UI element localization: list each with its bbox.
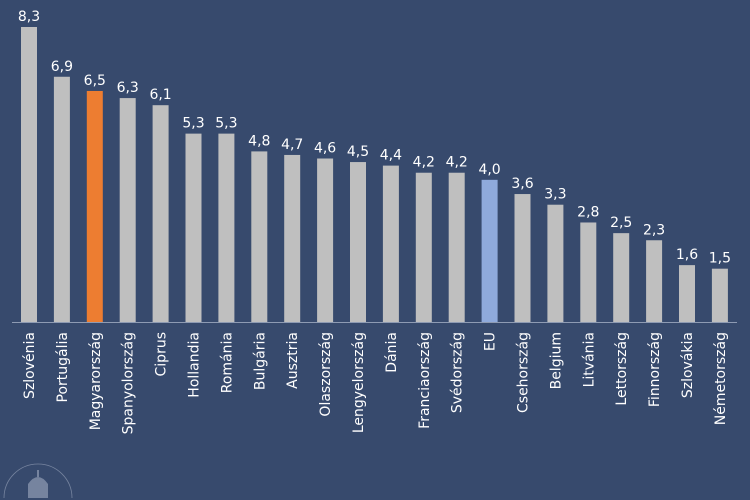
data-label: 6,5 — [84, 73, 106, 89]
data-label: 2,3 — [643, 222, 665, 238]
bar-finnország — [646, 240, 663, 322]
bar-belgium — [547, 204, 564, 322]
bar-ciprus — [152, 105, 169, 322]
category-label: Bulgária — [252, 332, 268, 390]
bar-dánia — [382, 165, 399, 322]
data-label: 6,9 — [51, 59, 73, 75]
data-label: 2,5 — [610, 215, 632, 231]
category-label: Spanyolország — [121, 332, 137, 434]
bar-eu — [481, 179, 498, 322]
bar-bulgária — [251, 151, 268, 322]
category-label: Ausztria — [285, 332, 301, 389]
bar-csehország — [514, 194, 531, 322]
category-label: Litvánia — [581, 332, 597, 387]
bar-lettország — [613, 233, 630, 322]
category-label: Hollandia — [187, 332, 203, 398]
data-label: 8,3 — [18, 9, 40, 25]
bar-franciaország — [415, 172, 432, 322]
category-label: Belgium — [548, 332, 564, 389]
category-label: Szlovákia — [680, 332, 696, 398]
category-label: Csehország — [516, 332, 532, 413]
category-label: Szlovénia — [22, 332, 38, 399]
category-label: Franciaország — [417, 332, 433, 429]
bar-portugália — [53, 76, 70, 322]
data-label: 4,2 — [413, 155, 435, 171]
bar-németország — [711, 268, 728, 322]
category-label: Lengyelország — [351, 332, 367, 433]
data-label: 2,8 — [577, 204, 599, 220]
bar-szlovákia — [679, 265, 695, 322]
data-label: 5,3 — [215, 116, 237, 132]
bar-lengyelország — [350, 162, 366, 322]
data-label: 4,0 — [478, 162, 500, 178]
bar-hollandia — [185, 133, 202, 322]
category-label: Németország — [713, 332, 729, 425]
category-label: Finnország — [647, 332, 663, 407]
data-label: 4,5 — [347, 144, 369, 160]
category-label: Románia — [219, 332, 235, 393]
data-label: 4,6 — [314, 141, 336, 157]
category-label: EU — [483, 332, 499, 351]
bar-spanyolország — [119, 98, 136, 322]
data-label: 3,6 — [511, 176, 533, 192]
category-label: Lettország — [614, 332, 630, 406]
data-label: 6,1 — [149, 87, 171, 103]
data-label: 4,8 — [248, 133, 270, 149]
data-label: 4,4 — [380, 148, 402, 164]
bar-szlovénia — [21, 27, 37, 322]
bar-litvánia — [580, 222, 597, 322]
data-label: 5,3 — [182, 116, 204, 132]
data-label: 1,5 — [709, 251, 731, 267]
bar-ausztria — [284, 154, 301, 322]
data-label: 3,3 — [544, 187, 566, 203]
category-label: Portugália — [55, 332, 71, 402]
bar-magyarország — [86, 90, 103, 322]
data-label: 4,2 — [446, 155, 468, 171]
ministry-logo-watermark — [3, 463, 73, 499]
category-label: Svédország — [450, 332, 466, 413]
category-label: Magyarország — [88, 332, 104, 430]
category-label: Ciprus — [154, 332, 170, 376]
bar-olaszország — [317, 158, 334, 322]
data-label: 4,7 — [281, 137, 303, 153]
bar-svédország — [448, 172, 465, 322]
bar-románia — [218, 133, 235, 322]
category-label: Dánia — [384, 332, 400, 373]
data-label: 6,3 — [117, 80, 139, 96]
category-label: Olaszország — [318, 332, 334, 417]
data-label: 1,6 — [676, 247, 698, 263]
